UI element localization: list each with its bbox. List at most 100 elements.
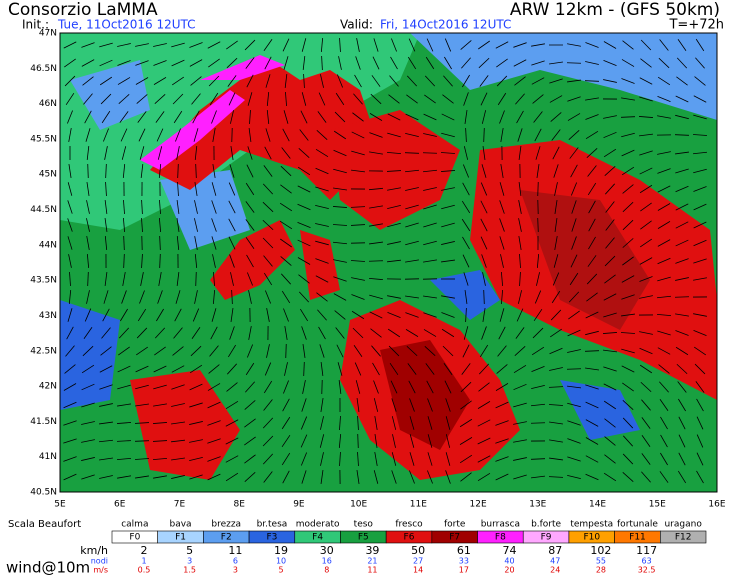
wind-arrow [333, 168, 347, 174]
wind-arrow [246, 344, 254, 358]
wind-arrow [443, 75, 453, 87]
wind-arrow [603, 293, 617, 301]
lat-label: 43.5N [30, 276, 57, 286]
wind-arrow [157, 290, 163, 304]
wind-arrow [319, 344, 325, 358]
wind-arrow [195, 163, 197, 179]
wind-arrow [140, 164, 144, 178]
wind-arrow [249, 109, 251, 125]
wind-arrow [478, 57, 490, 69]
wind-arrow [621, 59, 635, 67]
wind-arrow [152, 422, 168, 424]
wind-arrow [245, 182, 255, 196]
wind-arrow [518, 218, 522, 232]
wind-arrow [229, 326, 235, 340]
wind-arrow [320, 37, 324, 53]
wind-arrow [245, 219, 255, 231]
wind-arrow [226, 382, 238, 392]
wind-arrow [302, 56, 306, 70]
wind-arrow [674, 134, 690, 136]
wind-arrow [370, 93, 382, 105]
wind-arrow [480, 236, 488, 250]
threshold: 102 [590, 544, 611, 557]
wind-arrow [117, 365, 131, 373]
wind-arrow [463, 92, 469, 106]
wind-arrow [86, 200, 90, 214]
threshold: 74 [503, 544, 517, 557]
wind-arrow [423, 113, 437, 121]
wind-arrow [210, 326, 218, 340]
wind-arrow [549, 367, 563, 371]
wind-arrow [282, 398, 290, 412]
wind-arrow [482, 308, 486, 322]
wind-arrow [67, 308, 73, 322]
wind-arrow [211, 110, 217, 124]
wind-arrow [228, 344, 236, 358]
wind-arrow [141, 217, 143, 233]
wind-arrow [427, 470, 433, 484]
wind-arrow [303, 73, 305, 89]
wind-arrow [159, 253, 161, 269]
wind-arrow [338, 56, 342, 70]
wind-arrow [244, 454, 256, 464]
wind-arrow [603, 472, 617, 482]
wind-arrow [389, 75, 399, 87]
wind-arrow [660, 434, 668, 448]
wind-arrow [281, 416, 291, 430]
wind-arrow [463, 326, 469, 340]
wind-arrow [445, 398, 451, 412]
wind-arrow [134, 422, 150, 424]
wind-arrow [81, 59, 95, 67]
wind-arrow [499, 200, 505, 214]
wind-arrow [298, 148, 310, 158]
wind-arrow [678, 452, 686, 466]
wind-arrow [500, 164, 504, 178]
wind-arrow [228, 218, 236, 232]
wind-arrow [478, 363, 490, 375]
wind-arrow [622, 201, 634, 213]
wind-arrow [567, 438, 581, 444]
wind-arrow [639, 331, 653, 335]
wind-arrow [374, 452, 378, 466]
threshold: 32.5 [638, 566, 656, 575]
wind-arrow [280, 184, 292, 194]
wind-arrow [64, 75, 76, 87]
wind-arrow [297, 239, 311, 247]
wind-arrow [639, 238, 653, 248]
wind-arrow [641, 417, 651, 429]
wind-arrow [391, 416, 397, 430]
wind-arrow [423, 240, 437, 246]
wind-arrow [118, 346, 130, 356]
wind-arrow [333, 293, 347, 301]
wind-arrow [676, 57, 688, 69]
wind-arrow [622, 417, 634, 429]
class-name: fortunale [617, 520, 658, 530]
wind-arrow [551, 129, 561, 141]
wind-arrow [513, 421, 527, 425]
wind-arrow [245, 362, 255, 376]
wind-arrow [104, 218, 108, 232]
wind-arrow [262, 237, 274, 249]
wind-arrow [320, 74, 324, 88]
wind-arrow [621, 294, 635, 300]
wind-arrow [693, 346, 707, 356]
valid-date: Fri, 14Oct2016 12UTC [380, 18, 511, 32]
wind-arrow [351, 310, 365, 320]
wind-arrow [585, 114, 599, 120]
wind-arrow [189, 421, 203, 425]
wind-arrow [231, 289, 233, 305]
wind-arrow [424, 345, 436, 357]
legend-title: Scala Beaufort [8, 519, 81, 530]
wind-arrow [409, 434, 415, 448]
title: Consorzio LaMMA [8, 0, 158, 20]
wind-arrow [585, 437, 599, 445]
wind-arrow [387, 328, 401, 338]
wind-arrow [639, 96, 653, 102]
wind-arrow [605, 201, 615, 213]
wind-arrow [173, 327, 183, 339]
wind-arrow [498, 326, 506, 340]
wind-arrow [443, 363, 453, 375]
wind-arrow [587, 182, 597, 196]
lat-label: 45N [39, 170, 57, 180]
wind-arrow [264, 290, 272, 304]
